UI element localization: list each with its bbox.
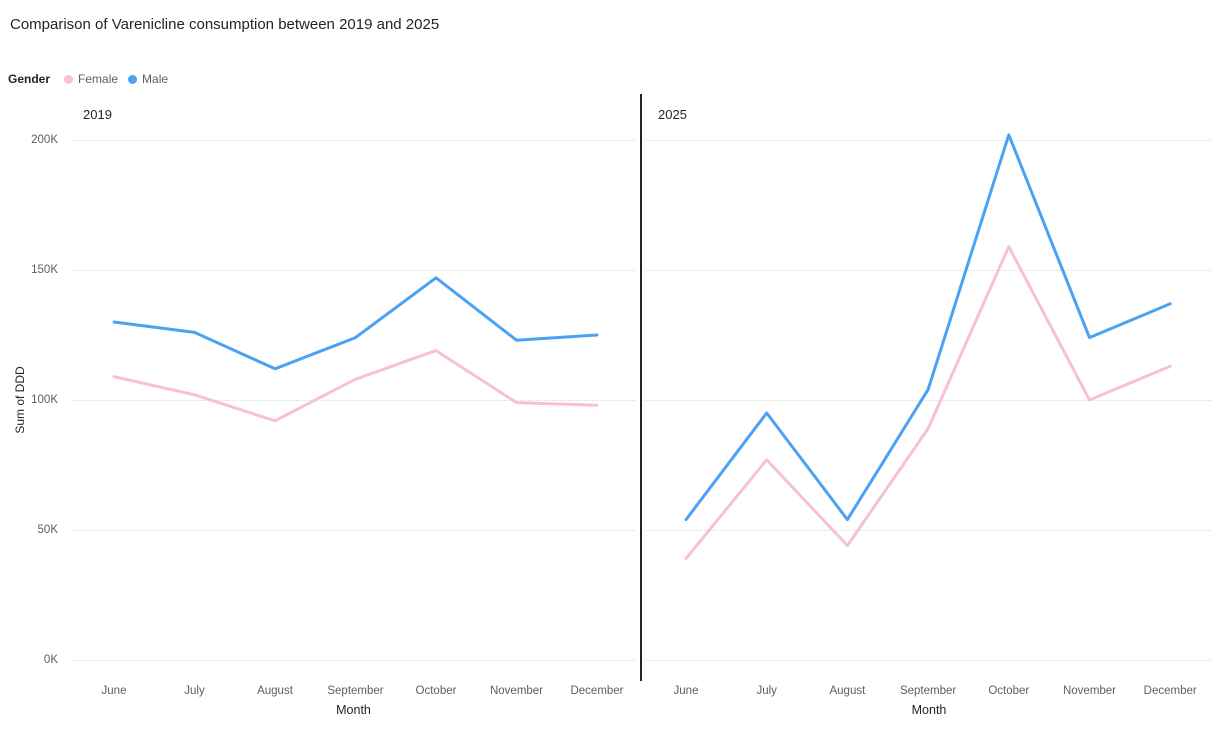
gridline xyxy=(70,140,635,141)
x-tick-label: July xyxy=(756,685,777,697)
chart-panel-2019: 2019 Month June July August September Octobe… xyxy=(70,95,637,740)
x-axis-title: Month xyxy=(911,703,947,717)
legend-item-label: Female xyxy=(78,72,119,86)
legend-item-label: Male xyxy=(142,72,169,86)
female-series-dot-icon xyxy=(64,74,74,84)
x-tick-label: August xyxy=(257,685,293,697)
legend-title: Gender xyxy=(8,72,51,86)
gridline xyxy=(645,530,1211,531)
x-tick-label: November xyxy=(489,685,544,697)
series-line-male-2019[interactable] xyxy=(112,276,599,371)
y-tick-label: 0K xyxy=(43,654,58,666)
chart-title: Comparison of Varenicline consumption be… xyxy=(10,16,440,33)
gridline xyxy=(645,140,1211,141)
x-tick-label: June xyxy=(673,685,699,697)
x-tick-label: July xyxy=(184,685,205,697)
legend-item-female[interactable]: Female xyxy=(64,72,118,86)
x-tick-label: October xyxy=(415,685,457,697)
y-tick-label: 150K xyxy=(31,264,58,276)
male-series-dot-icon xyxy=(128,74,138,84)
y-tick-label: 100K xyxy=(31,394,58,406)
series-line-male-2025[interactable] xyxy=(684,133,1172,522)
panel-divider-line xyxy=(640,94,642,681)
legend-item-male[interactable]: Male xyxy=(128,72,168,86)
x-tick-label: August xyxy=(829,685,866,697)
plot-area xyxy=(112,276,599,423)
x-tick-label: September xyxy=(327,685,384,697)
x-axis-title: Month xyxy=(336,703,371,717)
panel-title-2025: 2025 xyxy=(658,107,687,122)
gridline xyxy=(70,660,635,661)
series-line-female-2025[interactable] xyxy=(684,245,1172,561)
y-tick-label: 50K xyxy=(37,524,58,536)
series-line-female-2019[interactable] xyxy=(112,349,599,423)
chart-panel-2025: 2025 Month June July August September Octobe… xyxy=(645,95,1213,740)
plot-area xyxy=(684,133,1172,561)
gridline xyxy=(645,400,1211,401)
gridline xyxy=(645,660,1211,661)
gridline xyxy=(645,270,1211,271)
y-tick-label: 200K xyxy=(31,134,58,146)
gridline xyxy=(70,530,635,531)
gridline xyxy=(70,400,635,401)
x-tick-label: June xyxy=(101,685,127,697)
x-tick-label: October xyxy=(988,685,1030,697)
x-tick-label: December xyxy=(1143,685,1197,697)
x-tick-label: November xyxy=(1062,685,1117,697)
panel-title-2019: 2019 xyxy=(83,107,112,122)
gridline xyxy=(70,270,635,271)
x-tick-label: December xyxy=(570,685,624,697)
x-tick-label: September xyxy=(899,685,957,697)
legend: Gender Female Male xyxy=(8,72,178,86)
